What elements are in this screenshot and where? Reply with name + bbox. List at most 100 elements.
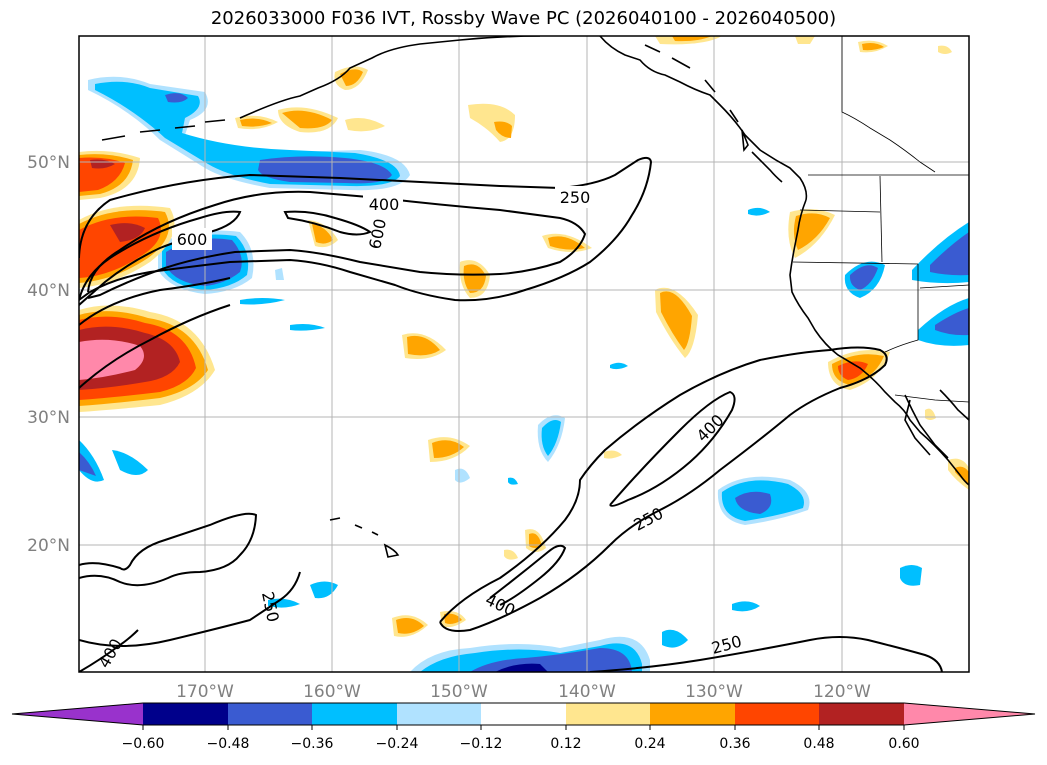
anomaly-blob-small — [240, 298, 285, 305]
anomaly-blob-small — [541, 420, 561, 456]
contour-250-southwest — [79, 277, 231, 389]
anomaly-blob-small — [282, 110, 332, 129]
colorbar-segment — [819, 703, 904, 725]
anomaly-blob-small — [900, 565, 922, 586]
longitude-label: 140°W — [558, 682, 616, 702]
contour-label-600: 600 — [177, 230, 208, 249]
longitude-label: 120°W — [813, 682, 871, 702]
longitude-label: 170°W — [176, 682, 234, 702]
anomaly-blob-coast-core — [930, 232, 969, 276]
longitude-label: 130°W — [685, 682, 743, 702]
anomaly-blob-small — [610, 362, 628, 370]
longitude-label: 160°W — [303, 682, 361, 702]
coastline-islands — [644, 44, 739, 123]
coastline-west-coast — [789, 199, 969, 486]
colorbar-tick-label: 0.60 — [888, 736, 919, 752]
anomaly-blob-small — [660, 291, 692, 350]
border-az-nm — [919, 284, 969, 289]
coastline-bc-islands — [751, 151, 783, 183]
anomaly-blob-small — [938, 45, 952, 54]
contour-400-north — [87, 190, 587, 299]
anomaly-blob-small — [672, 36, 712, 42]
contour-250-south-bottom — [589, 636, 943, 672]
latitude-label: 20°N — [27, 536, 70, 556]
colorbar-tick-label: −0.48 — [207, 736, 250, 752]
colorbar-tick-label: 0.36 — [719, 736, 750, 752]
coastline-aleutians — [101, 119, 226, 141]
border-nv-ca — [884, 264, 919, 353]
latitude-label: 40°N — [27, 281, 70, 301]
colorbar-segment — [566, 703, 650, 725]
colorbar-segment — [481, 703, 566, 725]
anomaly-blob-coast-core — [935, 308, 969, 336]
colorbar-extend-high — [904, 703, 1035, 725]
border-or-ca — [792, 261, 919, 265]
contour-600-north — [79, 210, 242, 306]
anomaly-blob-small — [79, 452, 96, 476]
colorbar-extend-low — [12, 703, 143, 725]
anomaly-blob-south-band-core — [470, 648, 632, 672]
border-id-nv — [879, 175, 883, 263]
anomaly-blob-small — [793, 213, 830, 250]
contour-250-southeast — [439, 346, 888, 632]
anomaly-blob-small — [748, 207, 770, 216]
colorbar-ticks — [142, 725, 905, 730]
anomaly-blob-small — [268, 598, 300, 608]
coastline-baja — [904, 394, 949, 459]
contour-label-400: 400 — [369, 195, 400, 214]
colorbar-segment — [312, 703, 397, 725]
contour-600-inner — [283, 210, 373, 236]
anomaly-blob-subtropic-peak — [79, 339, 144, 380]
colorbar: −0.60 −0.48 −0.36 −0.24 −0.12 0.12 0.24 … — [11, 702, 1036, 752]
ivt-contours — [79, 156, 943, 672]
anomaly-blob-small — [240, 118, 272, 127]
anomaly-blob-coast-core — [849, 265, 878, 290]
anomaly-blob-small — [463, 264, 486, 293]
anomaly-blob-small — [407, 335, 440, 356]
map-title: 2026033000 F036 IVT, Rossby Wave PC (202… — [210, 8, 837, 29]
border-us-mexico — [894, 394, 969, 403]
anomaly-blob-small — [112, 450, 148, 475]
anomaly-blob-small — [312, 224, 333, 244]
anomaly-blob-small — [494, 121, 512, 138]
colorbar-tick-label: 0.48 — [803, 736, 834, 752]
anomaly-blob-small — [290, 324, 325, 331]
political-borders — [792, 36, 969, 403]
colorbar-segment — [650, 703, 735, 725]
colorbar-segment — [228, 703, 312, 725]
colorbar-tick-label: −0.60 — [122, 736, 165, 752]
colorbar-tick-label: −0.12 — [460, 736, 503, 752]
colorbar-tick-label: 0.24 — [634, 736, 665, 752]
anomaly-blob-small — [396, 618, 424, 634]
anomaly-blob-west-core — [166, 238, 242, 286]
anomaly-blob-small — [529, 533, 542, 548]
contour-400-southeast-lower — [489, 544, 567, 606]
anomaly-blob-small — [662, 629, 688, 648]
colorbar-segment — [735, 703, 819, 725]
anomaly-blob-aleutian-core — [165, 93, 188, 103]
latitude-label: 30°N — [27, 408, 70, 428]
anomaly-blob-small — [795, 36, 815, 44]
colorbar-tick-label: −0.36 — [291, 736, 334, 752]
anomaly-blob-small — [310, 581, 338, 599]
contour-400-southeast — [609, 390, 736, 507]
contour-250-southwest-lower — [79, 571, 301, 647]
anomaly-blob-small — [432, 440, 464, 458]
anomaly-blob-northwest — [79, 157, 125, 192]
contour-250-north — [79, 156, 653, 302]
colorbar-segment — [143, 703, 228, 725]
coastline-haida — [741, 129, 749, 153]
anomaly-blob-west-warm — [110, 223, 145, 242]
contour-400-southwest-lower — [79, 629, 139, 672]
contour-label-250: 250 — [560, 188, 591, 207]
anomaly-blob-small — [732, 601, 760, 612]
coastline-alaska — [239, 36, 541, 119]
plot-frame — [78, 35, 970, 673]
map-plot-area: 250 400 600 600 400 250 250 400 250 400 — [79, 36, 969, 672]
anomaly-blob-small — [955, 466, 969, 484]
latitude-axis-labels: 50°N 40°N 30°N 20°N — [27, 153, 70, 556]
anomaly-blob-small — [862, 43, 884, 51]
latitude-label: 50°N — [27, 153, 70, 173]
contour-250-subtropical — [79, 512, 258, 587]
